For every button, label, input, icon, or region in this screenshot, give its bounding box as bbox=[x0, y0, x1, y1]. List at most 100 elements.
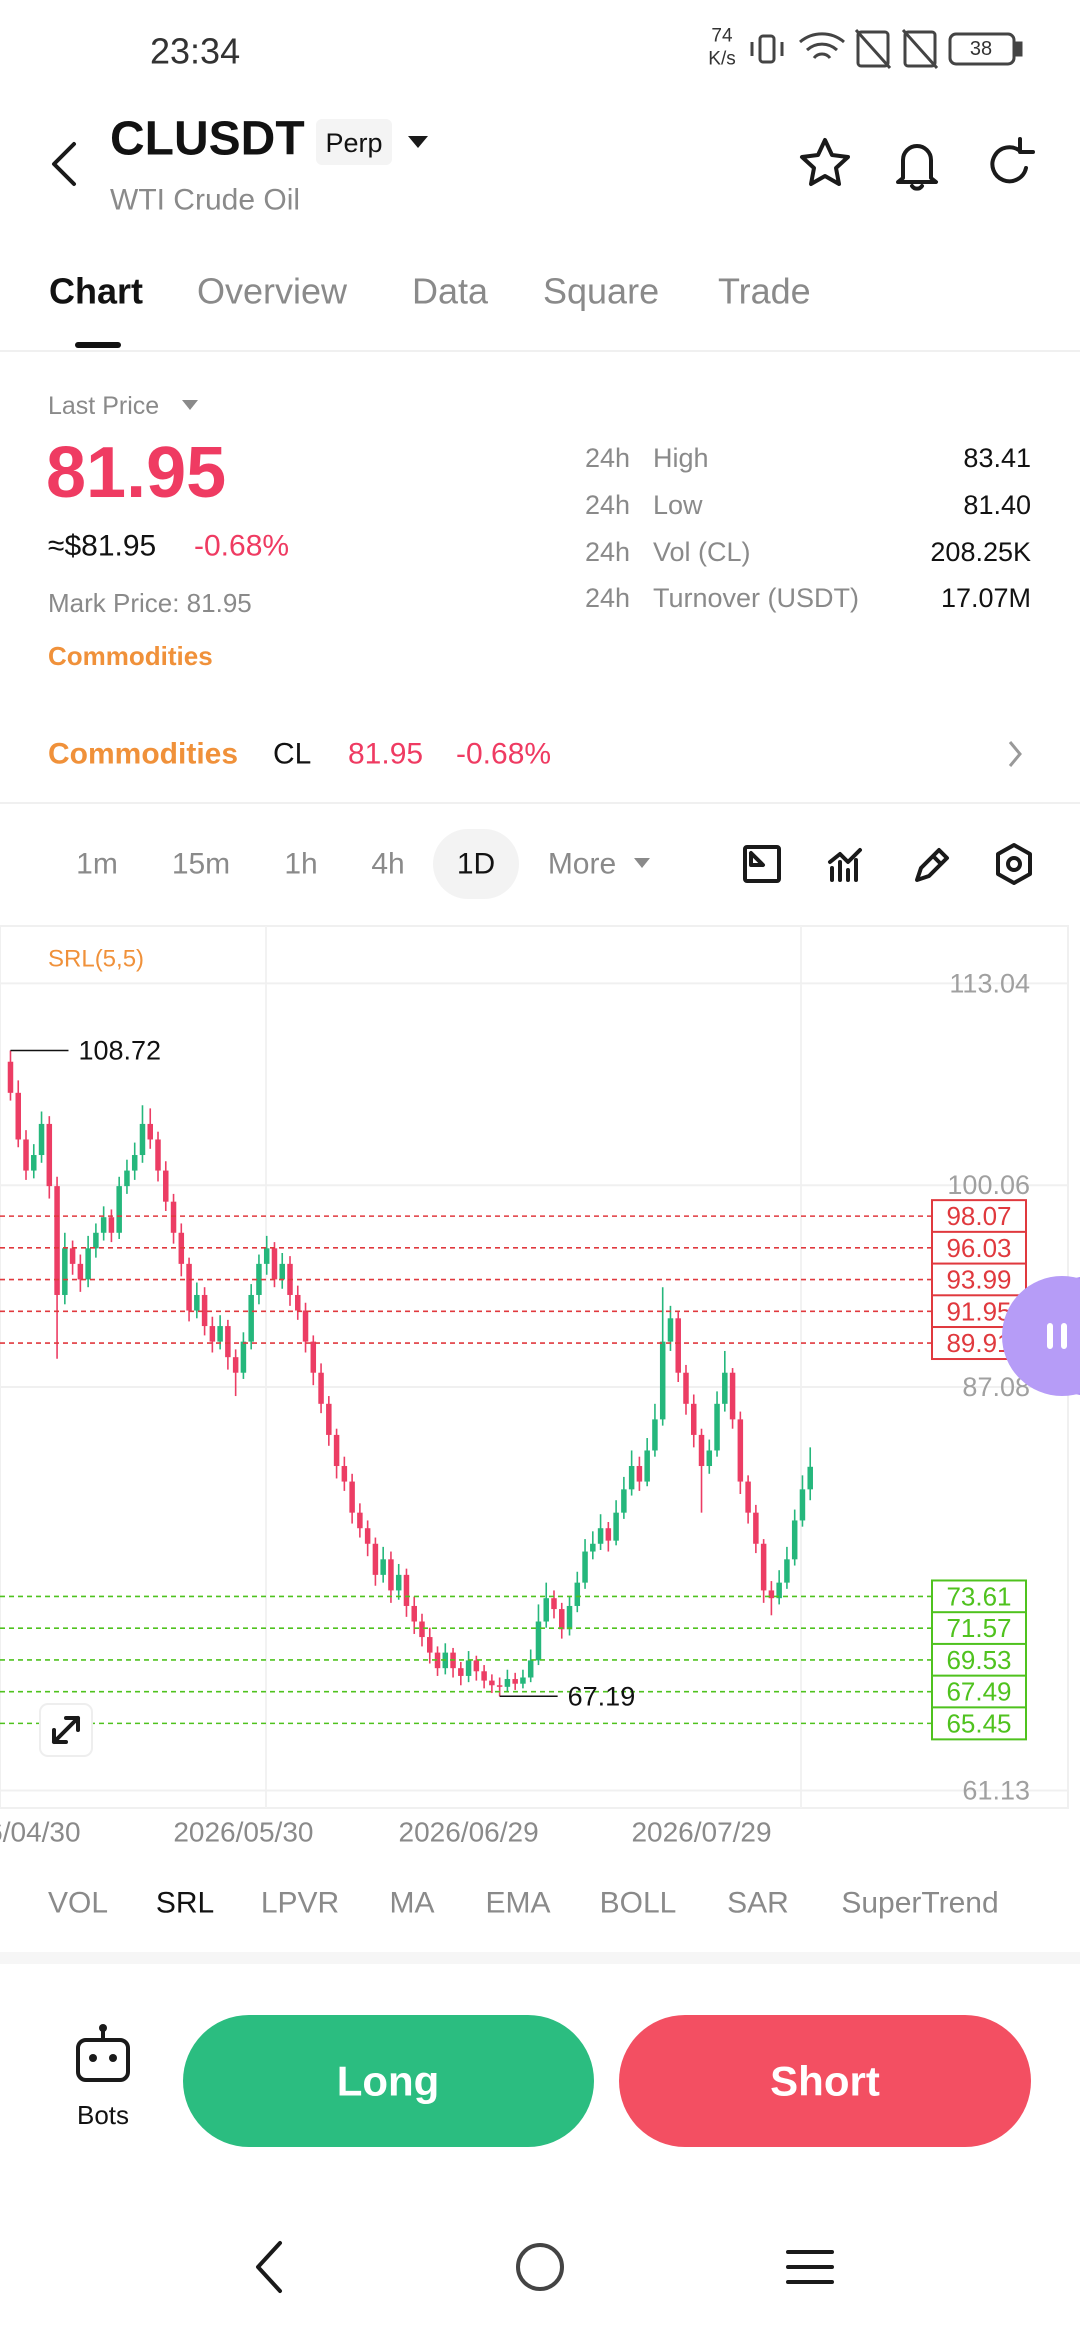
srl-label: 98.07 bbox=[946, 1201, 1011, 1231]
candle-body bbox=[403, 1574, 410, 1606]
candle-body bbox=[729, 1372, 736, 1420]
candle-body bbox=[644, 1450, 650, 1482]
draw-button[interactable] bbox=[915, 848, 949, 882]
candle-body bbox=[574, 1582, 581, 1606]
candle-body bbox=[372, 1543, 379, 1575]
tab-indicator bbox=[75, 342, 121, 348]
indicator-button[interactable] bbox=[828, 848, 862, 882]
settings-button[interactable] bbox=[996, 843, 1032, 885]
label-dropdown bbox=[182, 400, 198, 410]
candle-body bbox=[590, 1543, 596, 1552]
indicator-tab[interactable]: VOL bbox=[48, 1887, 108, 1920]
timeframe[interactable]: 1m bbox=[76, 848, 118, 881]
srl-label: 69.53 bbox=[946, 1645, 1011, 1675]
tab[interactable]: Chart bbox=[49, 271, 143, 312]
tab[interactable]: Overview bbox=[197, 271, 348, 312]
share-button[interactable] bbox=[990, 137, 1035, 184]
candle-body bbox=[271, 1248, 278, 1280]
contract-dropdown[interactable] bbox=[408, 136, 428, 148]
candle-body bbox=[621, 1489, 627, 1513]
stat-label: Low bbox=[653, 490, 703, 520]
candle-body bbox=[458, 1668, 464, 1676]
long-button[interactable]: Long bbox=[183, 2015, 594, 2147]
nav-back[interactable] bbox=[256, 2241, 282, 2293]
candle-body bbox=[722, 1372, 728, 1404]
candle-body bbox=[784, 1559, 790, 1583]
stat-period: 24h bbox=[585, 583, 630, 613]
last-price: 81.95 bbox=[46, 433, 226, 513]
status-icons bbox=[750, 28, 1023, 70]
candle-body bbox=[714, 1403, 720, 1451]
srl-label: 89.91 bbox=[946, 1328, 1011, 1358]
more-dropdown bbox=[634, 858, 650, 868]
candle-body bbox=[551, 1598, 557, 1610]
timeframe[interactable]: 4h bbox=[371, 848, 404, 881]
candle-body bbox=[776, 1582, 782, 1599]
candle-body bbox=[683, 1372, 689, 1404]
candle-body bbox=[504, 1679, 511, 1687]
candle-body bbox=[753, 1512, 759, 1544]
timeframe[interactable]: 1h bbox=[284, 848, 317, 881]
candle-body bbox=[605, 1528, 612, 1541]
candle-body bbox=[357, 1512, 363, 1529]
favorite-button[interactable] bbox=[800, 138, 850, 186]
timeframe[interactable]: 1D bbox=[457, 848, 495, 881]
candle-body bbox=[108, 1217, 115, 1233]
contract-chip[interactable] bbox=[316, 119, 392, 165]
ticker-bar[interactable]: Commodities CL 81.95 -0.68% bbox=[48, 738, 1022, 771]
ticker-price: 81.95 bbox=[348, 738, 423, 771]
srl-label: 65.45 bbox=[946, 1708, 1011, 1738]
candle-body bbox=[326, 1403, 332, 1435]
candle-body bbox=[170, 1201, 177, 1233]
bots-label: Bots bbox=[77, 2100, 129, 2130]
indicator-tab[interactable]: SRL bbox=[156, 1887, 214, 1920]
status-time: 23:34 bbox=[150, 31, 240, 72]
candle-body bbox=[15, 1092, 21, 1140]
candle-body bbox=[807, 1466, 813, 1490]
back-button[interactable] bbox=[52, 142, 76, 186]
candle-body bbox=[302, 1310, 309, 1342]
indicator-tab[interactable]: LPVR bbox=[261, 1887, 339, 1920]
candle-body bbox=[62, 1248, 68, 1295]
x-tick-label: 2026/07/29 bbox=[631, 1817, 771, 1848]
last-price-label[interactable]: Last Price bbox=[48, 392, 159, 420]
tab[interactable]: Square bbox=[543, 271, 659, 312]
indicator-tab[interactable]: EMA bbox=[485, 1887, 550, 1920]
short-button[interactable]: Short bbox=[619, 2015, 1031, 2147]
y-tick-label: 61.13 bbox=[962, 1776, 1030, 1806]
candle-body bbox=[473, 1660, 480, 1672]
net-speed-unit: K/s bbox=[708, 49, 735, 70]
symbol: CLUSDT bbox=[110, 113, 305, 166]
candle-body bbox=[698, 1434, 705, 1467]
candle-body bbox=[201, 1294, 208, 1327]
candle-body bbox=[613, 1512, 619, 1541]
chart-type-button[interactable] bbox=[743, 845, 781, 883]
timeframe-more[interactable]: More bbox=[548, 848, 616, 881]
candle-body bbox=[295, 1294, 301, 1311]
indicator-tab[interactable]: MA bbox=[390, 1887, 435, 1920]
stats: 24h High 83.41 24h Low 81.40 24h Vol (CL… bbox=[585, 443, 1031, 613]
nav-menu[interactable] bbox=[786, 2250, 834, 2284]
alert-button[interactable] bbox=[896, 144, 938, 191]
tab[interactable]: Trade bbox=[718, 271, 811, 312]
nav-home[interactable] bbox=[516, 2243, 564, 2291]
timeframe[interactable]: 15m bbox=[172, 848, 230, 881]
candle-body bbox=[38, 1123, 45, 1156]
category-tag[interactable]: Commodities bbox=[48, 641, 213, 671]
candle-body bbox=[489, 1680, 495, 1686]
indicator-tab[interactable]: SAR bbox=[727, 1887, 789, 1920]
candle-body bbox=[31, 1155, 37, 1171]
indicator-tab[interactable]: SuperTrend bbox=[841, 1887, 998, 1920]
tab[interactable]: Data bbox=[412, 271, 489, 312]
indicator-tab[interactable]: BOLL bbox=[600, 1887, 677, 1920]
bots-button[interactable]: Bots bbox=[76, 2024, 130, 2130]
candle-body bbox=[23, 1139, 29, 1171]
net-speed: 74 bbox=[711, 26, 733, 47]
fullscreen-button[interactable] bbox=[39, 1703, 93, 1757]
divider bbox=[0, 802, 1080, 804]
candle-body bbox=[318, 1372, 324, 1404]
price-change: -0.68% bbox=[194, 530, 289, 563]
floating-assistant-bg[interactable] bbox=[1002, 1276, 1080, 1396]
candle-body bbox=[799, 1489, 806, 1521]
